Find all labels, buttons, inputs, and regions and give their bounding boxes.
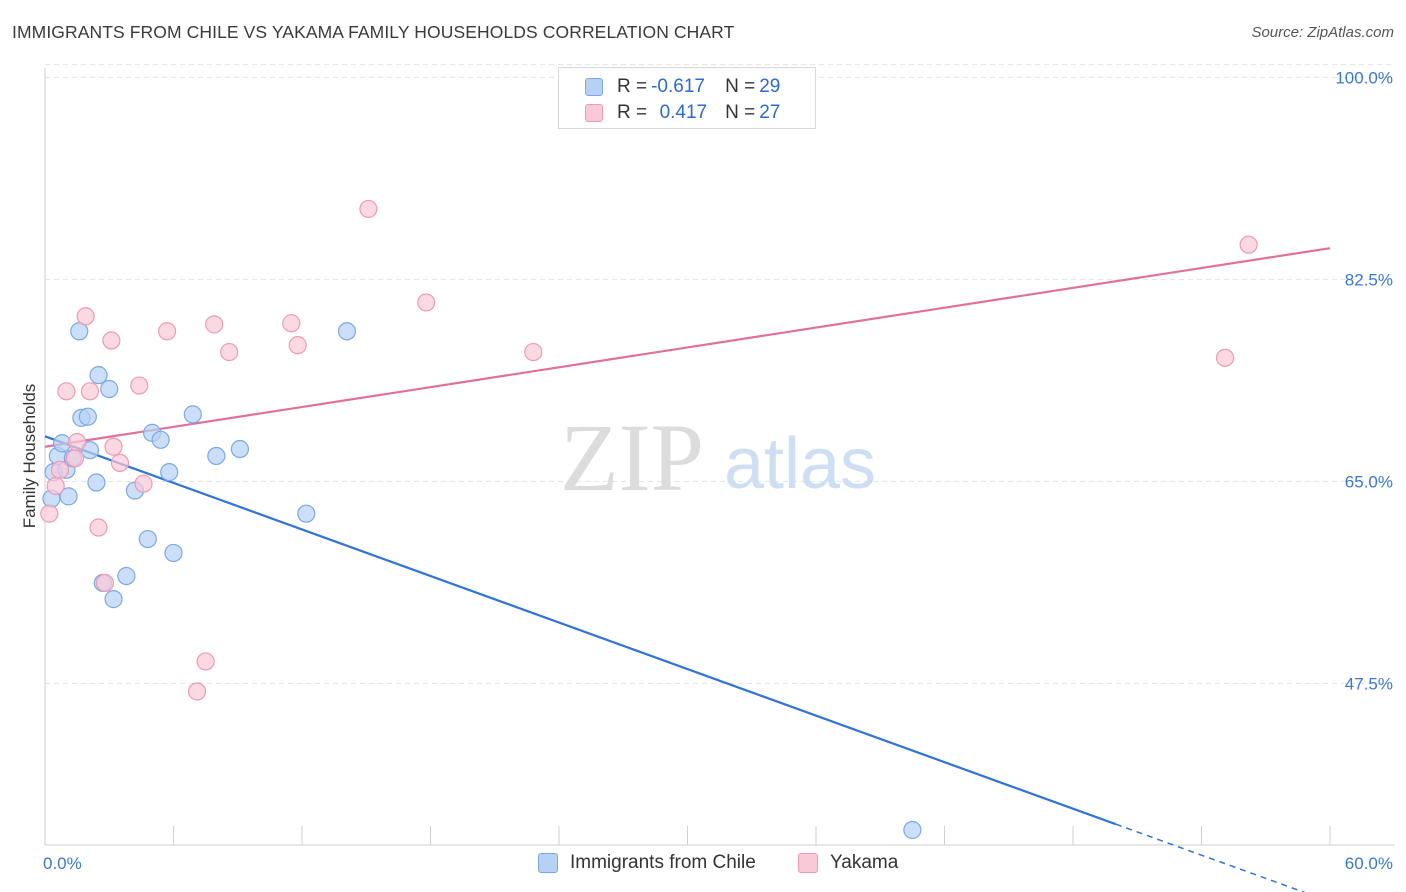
point-yakama [1239,235,1258,254]
axes [44,68,1395,846]
point-yakama [110,453,130,472]
point-yakama [89,518,108,537]
trend-line-yakama [44,247,1331,448]
legend-n-value: 29 [759,76,781,97]
legend-row-chile: R = -0.617 N = 29 [585,75,780,99]
x-tick-labels: 0.0% 60.0% [43,854,1393,873]
point-yakama [187,682,207,701]
point-chile [70,322,89,341]
y-tick-label: 100.0% [1335,68,1393,87]
point-yakama [76,307,95,326]
point-yakama [288,336,307,355]
point-yakama [282,314,301,333]
legend-n-label: N = [725,76,756,97]
point-yakama [134,474,153,493]
legend-r-value: 0.417 [659,102,708,123]
bottom-legend-label-chile: Immigrants from Chile [570,852,756,873]
point-yakama [57,382,76,401]
point-yakama [102,331,121,350]
legend-n-label: N = [725,102,756,123]
trend-lines [44,247,1331,892]
legend-r-value: -0.617 [651,76,705,97]
point-chile [183,405,202,424]
point-chile [138,529,157,549]
bottom-swatch-blue [538,853,558,873]
point-yakama [359,199,378,219]
point-yakama [1215,348,1235,367]
bottom-legend-chile: Immigrants from Chile [538,852,756,874]
point-yakama [417,293,436,312]
point-chile [151,430,170,449]
legend-swatch-blue [585,78,603,96]
point-yakama [104,437,123,456]
point-yakama [80,382,100,401]
point-chile [903,820,922,840]
point-chile [337,322,357,341]
chart-title: IMMIGRANTS FROM CHILE VS YAKAMA FAMILY H… [12,22,735,42]
bottom-legend-yakama: Yakama [798,852,898,874]
point-chile [297,504,316,523]
point-yakama [95,573,115,593]
x-tick-label: 60.0% [1345,854,1393,873]
x-tick-label: 0.0% [43,854,82,873]
point-chile [117,566,136,586]
zipatlas-watermark: ZIP atlas [560,404,876,511]
point-yakama [205,315,224,334]
point-chile [207,446,226,466]
point-yakama [157,322,177,341]
grid-lines [45,64,1395,684]
point-chile [104,590,123,609]
trend-line-chile-extension [1115,823,1306,892]
y-tick-label: 82.5% [1345,270,1393,289]
point-yakama [196,652,215,671]
point-chile [89,366,108,385]
data-points [40,199,1258,840]
trend-line-chile [44,435,1117,826]
y-tick-label: 47.5% [1345,674,1393,693]
point-chile [160,463,179,482]
point-yakama [524,342,543,362]
legend-swatch-pink [585,104,603,122]
watermark-atlas: atlas [724,424,876,504]
point-yakama [40,504,59,523]
point-yakama [220,342,239,362]
point-yakama [46,476,65,496]
point-yakama [50,460,70,479]
point-chile [53,434,72,453]
legend-r-label: R = [617,76,648,97]
point-chile [230,439,249,459]
point-chile [164,543,183,563]
point-chile [78,407,97,426]
y-tick-labels: 47.5% 65.0% 82.5% 100.0% [1335,68,1393,693]
point-chile [59,487,78,506]
legend-n-value: 27 [759,102,781,123]
bottom-legend-label-yakama: Yakama [830,852,899,873]
point-chile [80,441,100,460]
point-yakama [68,433,87,452]
legend-r-label: R = [617,102,648,123]
source-label: Source: ZipAtlas.com [1251,24,1394,41]
y-axis-label: Family Households [20,384,39,529]
point-chile [87,473,106,492]
bottom-swatch-pink [798,853,818,873]
watermark-zip: ZIP [560,404,704,511]
correlation-legend: R = -0.617 N = 29 R = 0.417 N = 27 [558,67,816,129]
point-yakama [130,376,149,395]
y-tick-label: 65.0% [1345,472,1393,491]
legend-row-yakama: R = 0.417 N = 27 [585,101,780,125]
point-yakama [65,449,85,468]
point-chile [100,379,119,399]
